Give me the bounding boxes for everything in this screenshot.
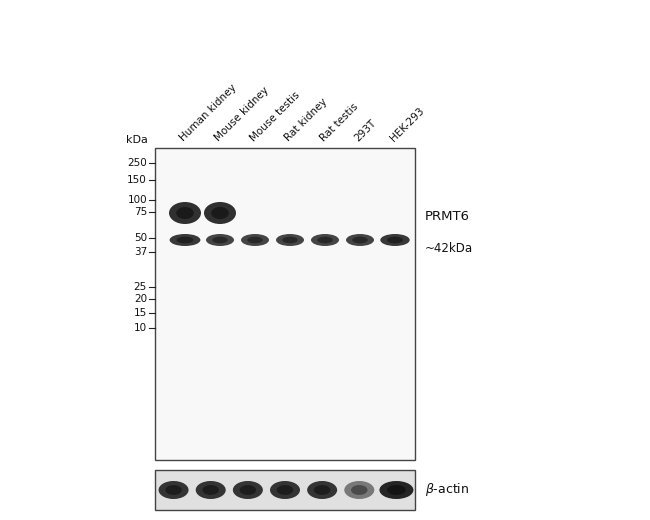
Ellipse shape [387,237,403,243]
Text: 100: 100 [127,195,147,205]
Text: HEK-293: HEK-293 [388,105,426,143]
Ellipse shape [159,481,188,499]
Ellipse shape [277,485,293,495]
Text: 75: 75 [134,207,147,217]
Text: Mouse testis: Mouse testis [248,89,302,143]
Text: PRMT6: PRMT6 [425,211,470,224]
Ellipse shape [276,234,304,246]
Ellipse shape [211,207,229,219]
Ellipse shape [247,237,263,243]
Ellipse shape [387,485,406,495]
Text: Mouse kidney: Mouse kidney [213,85,271,143]
Text: 50: 50 [134,233,147,243]
Text: 293T: 293T [353,118,378,143]
Ellipse shape [176,207,194,219]
Text: 25: 25 [134,282,147,292]
Ellipse shape [380,234,410,246]
Ellipse shape [177,237,194,243]
Ellipse shape [317,237,333,243]
Ellipse shape [233,481,263,499]
Ellipse shape [206,234,234,246]
Text: ~42kDa: ~42kDa [425,241,473,254]
Ellipse shape [240,485,256,495]
Ellipse shape [196,481,226,499]
Text: 15: 15 [134,308,147,318]
Ellipse shape [213,237,228,243]
Text: 10: 10 [134,323,147,333]
Text: Rat testis: Rat testis [318,101,360,143]
Ellipse shape [169,202,201,224]
Ellipse shape [351,485,367,495]
Ellipse shape [346,234,374,246]
Bar [155,148,415,460]
Ellipse shape [202,485,219,495]
Text: 37: 37 [134,247,147,257]
Ellipse shape [282,237,298,243]
Text: 150: 150 [127,175,147,185]
Bar [155,470,415,510]
Ellipse shape [352,237,368,243]
Ellipse shape [241,234,269,246]
Ellipse shape [204,202,236,224]
Ellipse shape [307,481,337,499]
Text: Human kidney: Human kidney [178,83,239,143]
Ellipse shape [170,234,200,246]
Text: 250: 250 [127,158,147,168]
Text: 20: 20 [134,294,147,304]
Ellipse shape [165,485,182,495]
Ellipse shape [344,481,374,499]
Text: $\beta$-actin: $\beta$-actin [425,482,469,499]
Ellipse shape [311,234,339,246]
Ellipse shape [314,485,330,495]
Text: kDa: kDa [126,135,148,145]
Text: Rat kidney: Rat kidney [283,97,330,143]
Ellipse shape [270,481,300,499]
Ellipse shape [380,481,413,499]
